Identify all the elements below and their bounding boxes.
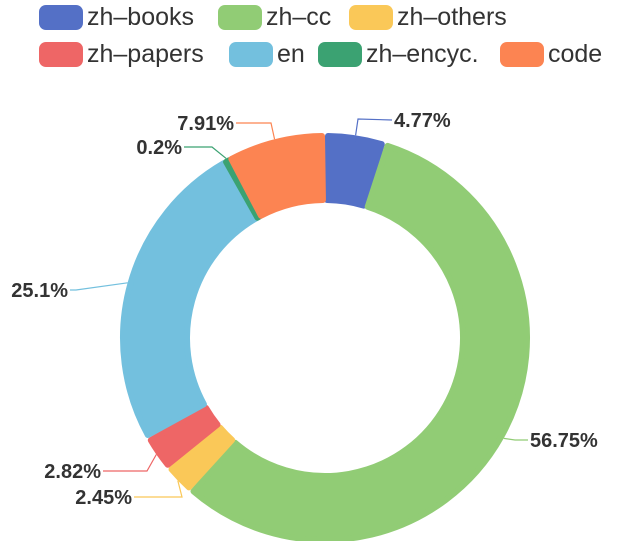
legend-swatch xyxy=(229,41,273,67)
legend-item-zh-encyc[interactable]: zh–encyc. xyxy=(318,39,479,69)
legend-label: en xyxy=(277,40,305,68)
data-label: 2.82% xyxy=(44,461,101,483)
legend-item-en[interactable]: en xyxy=(229,39,305,69)
slice-en[interactable] xyxy=(120,160,259,439)
legend-item-zh-papers[interactable]: zh–papers xyxy=(39,39,204,69)
legend-label: zh–others xyxy=(397,3,507,31)
slice-zh-books[interactable] xyxy=(324,133,385,209)
legend-swatch xyxy=(500,41,544,67)
legend-swatch xyxy=(39,41,83,67)
data-label: 56.75% xyxy=(530,430,598,452)
legend-label: code xyxy=(548,40,603,68)
slice-zh-others[interactable] xyxy=(168,424,236,491)
data-label: 25.1% xyxy=(11,280,68,302)
slice-zh-cc[interactable] xyxy=(190,142,530,541)
legend-label: zh–papers xyxy=(87,40,204,68)
leader-line xyxy=(134,480,183,498)
legend-swatch xyxy=(39,4,83,30)
legend-swatch xyxy=(218,4,262,30)
slice-code[interactable] xyxy=(228,133,326,219)
legend-item-zh-books[interactable]: zh–books xyxy=(39,2,194,32)
data-label: 4.77% xyxy=(394,110,451,132)
leader-line xyxy=(184,146,227,159)
legend: zh–books zh–cc zh–others zh–papers en zh… xyxy=(0,0,639,80)
data-label: 0.2% xyxy=(136,137,182,159)
slice-zh-papers[interactable] xyxy=(147,404,221,468)
data-label: 7.91% xyxy=(177,113,234,135)
legend-swatch xyxy=(318,41,362,67)
legend-item-zh-cc[interactable]: zh–cc xyxy=(218,2,331,32)
legend-swatch xyxy=(349,4,393,30)
leader-line xyxy=(103,454,157,472)
leader-line xyxy=(70,282,128,291)
legend-label: zh–cc xyxy=(266,3,332,31)
legend-label: zh–books xyxy=(87,3,195,31)
legend-item-zh-others[interactable]: zh–others xyxy=(349,2,507,32)
leader-line xyxy=(236,122,276,140)
leader-line xyxy=(355,118,393,136)
leader-line xyxy=(503,437,528,441)
data-label: 2.45% xyxy=(75,487,132,509)
legend-label: zh–encyc. xyxy=(366,40,479,68)
legend-item-code[interactable]: code xyxy=(500,39,602,69)
